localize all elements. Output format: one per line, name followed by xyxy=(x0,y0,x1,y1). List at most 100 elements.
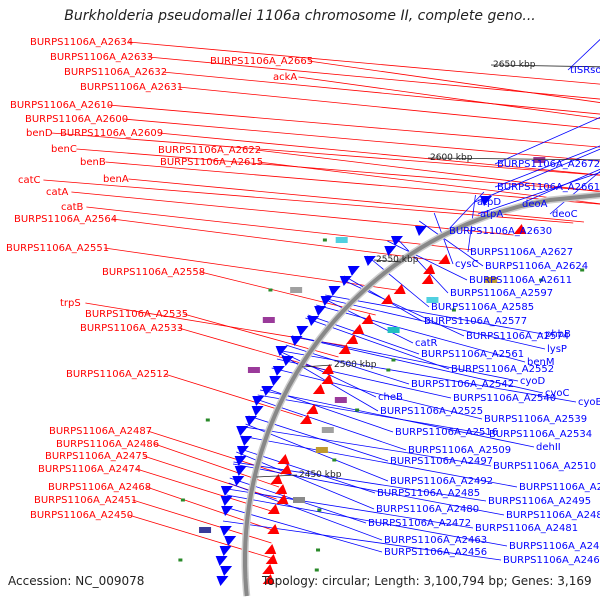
forward-gene-arrow xyxy=(270,474,283,484)
right-gene-label: cysC xyxy=(455,259,479,270)
right-gene-label: BURPS1106A_A2466 xyxy=(503,555,600,566)
forward-gene-arrow xyxy=(321,374,334,384)
feature-box xyxy=(247,367,260,373)
rna-tick xyxy=(317,508,322,512)
kbp-tick xyxy=(256,474,298,478)
rna-tick xyxy=(451,308,456,312)
feature-box xyxy=(426,297,439,303)
right-leader-line xyxy=(446,191,485,232)
right-gene-label: atpD xyxy=(477,197,501,208)
left-leader-line xyxy=(123,118,600,162)
left-gene-label: BURPS1106A_A2632 xyxy=(64,67,167,78)
right-leader-line xyxy=(494,145,600,188)
forward-gene-arrow xyxy=(262,574,275,584)
reverse-gene-arrow xyxy=(414,226,427,236)
kbp-label: 2500 kbp xyxy=(334,360,377,370)
right-gene-label: BURPS1106A_A2542 xyxy=(411,379,514,390)
reverse-gene-arrow xyxy=(314,306,327,316)
feature-box xyxy=(533,157,546,163)
topology-info-text: Topology: circular; Length: 3,100,794 bp… xyxy=(262,574,592,588)
accession-text: Accession: NC_009078 xyxy=(8,574,145,588)
right-gene-label: lysP xyxy=(547,344,567,355)
right-gene-label: BURPS1106A_A2463 xyxy=(384,535,487,546)
rna-tick xyxy=(580,268,585,272)
forward-gene-arrow xyxy=(321,364,334,374)
right-leader-line xyxy=(257,394,488,435)
forward-gene-arrow xyxy=(276,494,289,504)
reverse-gene-arrow xyxy=(384,246,397,256)
left-gene-label: BURPS1106A_A2600 xyxy=(25,114,128,125)
feature-box xyxy=(199,527,212,533)
right-gene-label: BURPS1106A_A2672 xyxy=(497,159,600,170)
left-gene-label: BURPS1106A_A2487 xyxy=(49,426,152,437)
reverse-gene-arrow xyxy=(216,576,229,586)
left-gene-label: BURPS1106A_A2474 xyxy=(38,464,141,475)
forward-gene-arrow xyxy=(279,464,292,474)
right-gene-label: BURPS1106A_A2627 xyxy=(470,247,573,258)
right-leader-line xyxy=(227,488,474,529)
rna-tick xyxy=(205,418,210,422)
right-leader-line xyxy=(394,235,449,294)
right-leader-line xyxy=(325,294,544,335)
feature-box xyxy=(290,287,303,293)
left-gene-label: BURPS1106A_A2451 xyxy=(34,495,137,506)
forward-gene-arrow xyxy=(306,404,319,414)
reverse-gene-arrow xyxy=(221,506,234,516)
forward-gene-arrow xyxy=(267,504,280,514)
reverse-gene-arrow xyxy=(275,346,288,356)
right-gene-label: cyoC xyxy=(545,388,570,399)
right-gene-label: BURPS1106A_A2495 xyxy=(488,496,591,507)
left-gene-label: BURPS1106A_A2535 xyxy=(85,309,188,320)
right-gene-label: BURPS1106A_A2624 xyxy=(485,261,588,272)
feature-box xyxy=(335,237,348,243)
left-gene-label: BURPS1106A_A2609 xyxy=(60,128,163,139)
right-gene-label: tISRso xyxy=(570,65,600,76)
right-leader-line xyxy=(477,171,600,215)
left-leader-line xyxy=(128,41,600,85)
kbp-label: 2550 kbp xyxy=(376,255,419,265)
right-gene-label: BURPS1106A_A2492 xyxy=(390,476,493,487)
forward-gene-arrow xyxy=(361,314,374,324)
right-leader-line xyxy=(232,463,505,516)
left-gene-label: BURPS1106A_A2551 xyxy=(6,243,109,254)
reverse-gene-arrow xyxy=(269,376,282,386)
left-gene-label: benC xyxy=(51,144,77,155)
feature-box xyxy=(387,327,400,333)
forward-gene-arrow xyxy=(275,484,288,494)
reverse-gene-arrow xyxy=(339,276,352,286)
right-leader-line xyxy=(244,426,492,467)
right-gene-label: BURPS1106A_A2516 xyxy=(395,427,498,438)
rna-tick xyxy=(178,558,183,562)
rna-tick xyxy=(332,458,337,462)
right-leader-line xyxy=(494,116,600,165)
right-leader-line xyxy=(307,314,420,355)
right-gene-label: BURPS1106A_A2597 xyxy=(450,288,553,299)
left-gene-label: BURPS1106A_A2610 xyxy=(10,100,113,111)
left-leader-line xyxy=(162,71,600,115)
reverse-gene-arrow xyxy=(240,436,253,446)
right-leader-line xyxy=(241,435,518,488)
right-leader-line xyxy=(222,520,502,561)
left-gene-label: BURPS1106A_A2564 xyxy=(14,214,117,225)
right-gene-label: BURPS1106A_A2539 xyxy=(484,414,587,425)
left-gene-label: BURPS1106A_A2486 xyxy=(56,439,159,450)
forward-gene-arrow xyxy=(351,324,364,334)
right-leader-line xyxy=(260,389,535,448)
kbp-tick xyxy=(427,157,600,161)
left-gene-label: ackA xyxy=(273,72,297,83)
right-leader-line xyxy=(291,335,519,382)
reverse-gene-arrow xyxy=(219,526,232,536)
right-leader-line xyxy=(387,240,468,281)
right-gene-label: BURPS1106A_A2510 xyxy=(493,461,596,472)
reverse-gene-arrow xyxy=(296,326,309,336)
reverse-gene-arrow xyxy=(290,336,303,346)
left-gene-label: catA xyxy=(46,187,69,198)
left-leader-line xyxy=(128,178,585,223)
kbp-label: 2450 kbp xyxy=(299,470,342,480)
left-leader-line xyxy=(112,218,449,263)
left-gene-label: catB xyxy=(61,202,84,213)
left-gene-label: BURPS1106A_A2615 xyxy=(160,157,263,168)
forward-gene-arrow xyxy=(438,254,451,264)
right-gene-label: BURPS1106A_A2574 xyxy=(466,331,569,342)
